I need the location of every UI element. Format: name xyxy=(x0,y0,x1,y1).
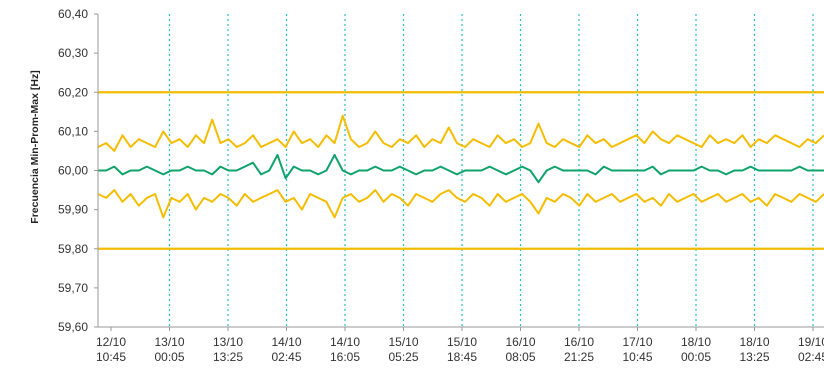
x-tick-time: 13:25 xyxy=(213,350,243,364)
y-tick-label: 60,10 xyxy=(58,124,88,138)
x-tick-time: 00:05 xyxy=(154,350,184,364)
x-tick-labels: 12/1010:4513/1000:0513/1013:2514/1002:45… xyxy=(96,335,824,364)
x-tick-date: 13/10 xyxy=(213,335,243,349)
y-tick-labels: 60,40 60,30 60,20 60,10 60,00 59,90 59,80 59,70… xyxy=(58,7,88,334)
x-tick-date: 13/10 xyxy=(154,335,184,349)
x-tick-date: 17/10 xyxy=(622,335,652,349)
y-tick-label: 59,60 xyxy=(58,320,88,334)
x-tick-date: 12/10 xyxy=(96,335,126,349)
y-tick-label: 59,70 xyxy=(58,281,88,295)
x-tick-date: 15/10 xyxy=(447,335,477,349)
x-tick-date: 14/10 xyxy=(271,335,301,349)
x-tick-time: 10:45 xyxy=(622,350,652,364)
x-tick-date: 16/10 xyxy=(564,335,594,349)
x-tick-time: 00:05 xyxy=(681,350,711,364)
y-tick-label: 60,00 xyxy=(58,164,88,178)
y-tick-label: 59,80 xyxy=(58,242,88,256)
axes xyxy=(94,13,824,331)
y-tick-label: 60,30 xyxy=(58,46,88,60)
x-tick-time: 10:45 xyxy=(96,350,126,364)
x-tick-time: 02:45 xyxy=(271,350,301,364)
series-line-max xyxy=(97,114,824,152)
x-tick-time: 13:25 xyxy=(739,350,769,364)
x-tick-date: 16/10 xyxy=(505,335,535,349)
limit-lines xyxy=(98,91,824,250)
x-tick-time: 16:05 xyxy=(330,350,360,364)
x-tick-time: 21:25 xyxy=(564,350,594,364)
x-tick-date: 15/10 xyxy=(388,335,418,349)
x-tick-time: 08:05 xyxy=(505,350,535,364)
series-line-avg xyxy=(98,153,824,184)
y-tick-label: 60,20 xyxy=(58,85,88,99)
y-axis-label: Frecuencia Min-Prom-Max [Hz] xyxy=(29,70,41,223)
series-line-min xyxy=(97,189,824,219)
y-tick-label: 59,90 xyxy=(58,203,88,217)
y-tick-label: 60,40 xyxy=(58,7,88,21)
x-tick-date: 18/10 xyxy=(739,335,769,349)
series-lines xyxy=(97,114,824,219)
x-tick-time: 02:45 xyxy=(798,350,824,364)
x-tick-time: 18:45 xyxy=(447,350,477,364)
x-tick-time: 05:25 xyxy=(388,350,418,364)
x-tick-date: 18/10 xyxy=(681,335,711,349)
x-tick-date: 19/10 xyxy=(798,335,824,349)
x-tick-date: 14/10 xyxy=(330,335,360,349)
